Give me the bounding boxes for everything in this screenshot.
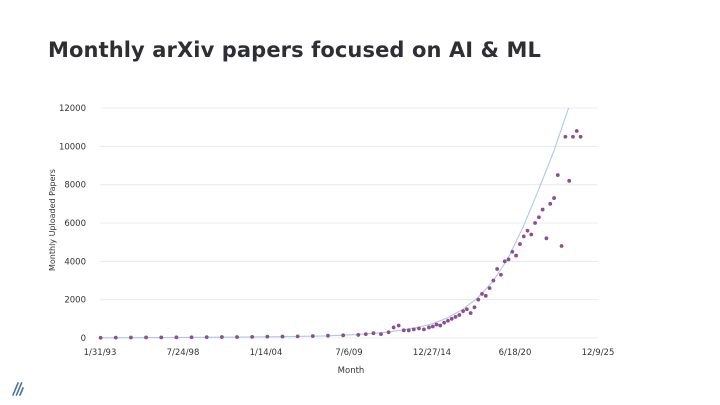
data-points (98, 129, 583, 340)
data-point (571, 134, 575, 139)
data-point (406, 328, 411, 333)
data-point (544, 236, 549, 241)
y-tick-label: 2000 (64, 296, 86, 306)
y-tick-label: 4000 (64, 257, 86, 267)
y-axis-ticks: 0 2000 4000 6000 8000 10000 12000 (59, 104, 86, 344)
data-point (219, 335, 224, 339)
data-point (438, 323, 443, 328)
data-point (578, 134, 583, 139)
data-point (386, 330, 391, 335)
x-tick-label: 7/6/09 (335, 348, 362, 358)
x-tick-label: 7/24/98 (167, 348, 200, 358)
data-point (518, 242, 522, 246)
data-point (499, 272, 503, 277)
data-point (502, 259, 507, 264)
data-point (363, 332, 368, 337)
data-point (235, 335, 239, 339)
data-point (555, 173, 560, 177)
data-point (525, 228, 530, 233)
data-point (529, 232, 534, 237)
data-point (563, 134, 568, 139)
data-point (540, 207, 545, 212)
y-tick-label: 8000 (64, 181, 86, 191)
data-point (422, 327, 426, 332)
data-point (446, 318, 450, 323)
data-point (495, 267, 500, 271)
x-axis-ticks: 1/31/93 7/24/98 1/14/04 7/6/09 12/27/14 6/18/… (84, 348, 615, 358)
data-point (356, 333, 361, 337)
data-point (189, 335, 194, 340)
data-point (417, 326, 421, 331)
data-point (487, 286, 492, 291)
data-point (483, 293, 488, 298)
data-point (434, 322, 439, 327)
y-tick-label: 0 (81, 334, 86, 344)
data-point (280, 334, 285, 339)
data-point (506, 257, 511, 262)
data-point (396, 323, 401, 328)
data-point (461, 309, 466, 314)
diagonal-stripes-logo-icon (12, 382, 24, 396)
x-tick-label: 12/9/25 (582, 348, 615, 358)
data-point (521, 234, 526, 239)
data-point (464, 307, 469, 312)
y-axis-label: Monthly Uploaded Papers (48, 169, 57, 271)
data-point (574, 129, 579, 133)
data-point (537, 215, 541, 220)
data-point (129, 335, 133, 340)
data-point (265, 334, 270, 339)
data-point (341, 333, 346, 338)
data-point (144, 335, 148, 340)
data-point (250, 334, 255, 339)
y-tick-label: 6000 (64, 219, 86, 229)
data-point (326, 333, 330, 338)
data-point (379, 332, 383, 337)
data-point (476, 297, 481, 302)
data-point (113, 335, 118, 340)
data-point (442, 320, 447, 325)
data-point (371, 331, 376, 336)
x-axis-label: Month (338, 366, 365, 376)
data-point (567, 178, 572, 183)
data-point (453, 315, 458, 319)
data-point (174, 335, 179, 340)
data-point (480, 292, 484, 296)
data-point (533, 221, 537, 225)
data-point (548, 201, 553, 206)
data-point (449, 316, 454, 321)
data-point (427, 325, 431, 330)
x-tick-label: 1/14/04 (250, 348, 283, 358)
data-point (295, 334, 300, 339)
data-point (159, 335, 164, 340)
data-point (391, 325, 396, 330)
x-tick-label: 1/31/93 (84, 348, 117, 358)
data-point (310, 334, 315, 338)
data-point (98, 335, 103, 340)
x-tick-label: 6/18/20 (499, 348, 532, 358)
page-title: Monthly arXiv papers focused on AI & ML (48, 38, 541, 62)
data-point (430, 324, 435, 329)
data-point (559, 244, 564, 248)
data-point (457, 313, 462, 317)
chart-gridlines (100, 107, 598, 339)
data-point (514, 253, 519, 258)
data-point (491, 278, 496, 283)
data-point (510, 249, 515, 254)
data-point (468, 311, 473, 315)
data-point (472, 305, 477, 310)
data-point (204, 335, 209, 340)
y-tick-label: 10000 (59, 142, 86, 152)
data-point (411, 327, 416, 332)
data-point (401, 328, 406, 333)
data-point (552, 196, 556, 200)
x-tick-label: 12/27/14 (413, 348, 451, 358)
y-tick-label: 12000 (59, 104, 86, 114)
